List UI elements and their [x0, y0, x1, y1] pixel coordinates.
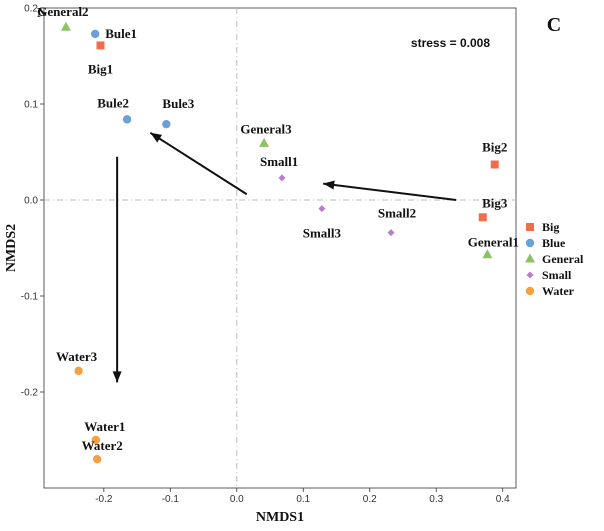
point-small2: [387, 229, 395, 237]
stress-annotation: stress = 0.008: [411, 36, 490, 50]
point-general3: [259, 137, 270, 147]
point-bule1: [90, 29, 100, 39]
x-axis-title: NMDS1: [256, 510, 304, 525]
legend-label-blue: Blue: [542, 236, 566, 250]
arrow-head: [323, 180, 335, 190]
x-tick-label: -0.1: [162, 494, 180, 505]
data-points: [60, 21, 499, 464]
point-label-big1: Big1: [88, 61, 113, 76]
point-general1: [482, 249, 493, 259]
y-tick-label: -0.1: [21, 292, 39, 303]
point-bule2: [122, 115, 132, 124]
legend-key-small: [526, 271, 534, 279]
legend-key-water: [525, 286, 535, 296]
arrow-shaft: [323, 182, 457, 201]
arrow-head: [150, 132, 163, 143]
point-label-water3: Water3: [56, 349, 98, 364]
legend: Big Blue General Small Water: [525, 220, 584, 298]
point-bule3: [162, 119, 171, 129]
point-label-bule1: Bule1: [105, 26, 137, 41]
x-axis-ticks: -0.2 -0.1 0.0 0.1 0.2 0.3 0.4: [95, 488, 510, 505]
y-tick-label: -0.2: [21, 388, 39, 399]
legend-label-water: Water: [542, 284, 575, 298]
y-axis-title: NMDS2: [4, 224, 19, 272]
y-axis-ticks: -0.2 -0.1 0.0 0.1 0.2: [21, 4, 44, 399]
legend-label-general: General: [542, 252, 584, 266]
y-tick-label: 0.1: [24, 100, 38, 111]
x-tick-label: 0.2: [363, 494, 377, 505]
x-tick-label: 0.0: [230, 494, 244, 505]
point-label-small1: Small1: [260, 154, 298, 169]
x-tick-label: 0.1: [296, 494, 310, 505]
legend-key-general: [525, 253, 535, 263]
point-labels: Bule1 Big1 General2 Bule2 Bule3 General3 Small…: [37, 4, 519, 453]
point-small3: [318, 205, 326, 213]
point-label-small3: Small3: [303, 226, 342, 241]
point-label-big2: Big2: [482, 139, 507, 154]
y-tick-label: 0.2: [24, 4, 38, 15]
point-label-bule3: Bule3: [162, 96, 194, 111]
point-water2: [92, 455, 102, 464]
legend-label-big: Big: [542, 220, 559, 234]
x-tick-label: -0.2: [95, 494, 113, 505]
x-tick-label: 0.4: [496, 494, 510, 505]
arrow-head: [112, 371, 122, 383]
point-label-water1: Water1: [84, 419, 125, 434]
legend-key-big: [526, 223, 534, 231]
point-big1: [96, 41, 105, 50]
point-label-general2: General2: [37, 4, 88, 19]
x-tick-label: 0.3: [429, 494, 443, 505]
y-tick-label: 0.0: [24, 196, 38, 207]
plot-panel: -0.2 -0.1 0.0 0.1 0.2 0.3 0.4 -0.2 -0.1 0.0 0.1 0.…: [21, 4, 519, 506]
point-label-water2: Water2: [82, 438, 123, 453]
point-small1: [278, 174, 286, 182]
vector-arrows: [112, 131, 457, 383]
panel-letter: C: [547, 14, 561, 36]
point-label-bule2: Bule2: [97, 95, 129, 110]
point-label-general3: General3: [240, 121, 292, 136]
point-label-general1: General1: [468, 235, 519, 250]
arrow-shaft: [149, 131, 248, 196]
point-label-big3: Big3: [482, 195, 508, 210]
point-big3: [478, 213, 487, 222]
point-water3: [74, 366, 83, 376]
point-label-small2: Small2: [378, 206, 416, 221]
legend-key-blue: [525, 238, 535, 248]
point-water1: [91, 435, 101, 445]
point-general2: [60, 21, 71, 31]
point-big2: [490, 160, 499, 169]
plot-border: [43, 7, 517, 489]
legend-label-small: Small: [542, 268, 572, 282]
